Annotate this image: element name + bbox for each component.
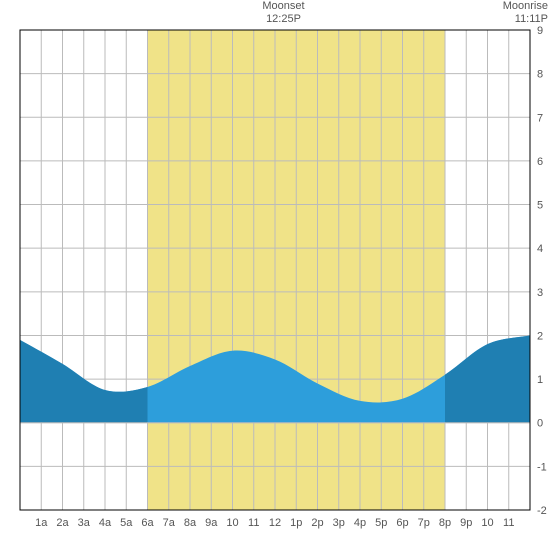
y-tick-label: 2	[537, 330, 543, 342]
moonrise-title: Moonrise	[503, 0, 548, 13]
x-tick-label: 5a	[120, 517, 133, 529]
x-tick-label: 1p	[290, 517, 302, 529]
x-tick-label: 6a	[141, 517, 154, 529]
y-tick-label: 0	[537, 418, 543, 430]
x-tick-label: 12	[269, 517, 281, 529]
y-tick-label: 3	[537, 287, 543, 299]
x-tick-label: 7p	[418, 517, 430, 529]
x-tick-label: 4p	[354, 517, 366, 529]
x-tick-label: 2p	[311, 517, 323, 529]
moonset-time: 12:25P	[254, 13, 314, 26]
moonrise-label: Moonrise 11:11P	[503, 0, 548, 26]
x-tick-label: 11	[248, 517, 259, 529]
moonrise-time: 11:11P	[503, 13, 548, 26]
y-tick-label: 4	[537, 243, 543, 255]
x-tick-label: 8p	[439, 517, 451, 529]
y-tick-label: 9	[537, 25, 543, 37]
x-tick-label: 11	[503, 517, 514, 529]
x-tick-label: 1a	[35, 517, 48, 529]
x-tick-label: 10	[226, 517, 238, 529]
x-tick-label: 4a	[99, 517, 112, 529]
x-tick-label: 9p	[460, 517, 472, 529]
y-tick-label: 7	[537, 112, 543, 124]
y-tick-label: 6	[537, 156, 543, 168]
y-tick-label: 5	[537, 200, 543, 212]
x-tick-label: 7a	[163, 517, 176, 529]
x-tick-label: 3a	[78, 517, 91, 529]
y-tick-label: -2	[537, 505, 547, 517]
y-tick-label: 8	[537, 69, 543, 81]
chart-svg: -2-101234567891a2a3a4a5a6a7a8a9a1011121p…	[0, 0, 550, 550]
x-tick-label: 3p	[333, 517, 345, 529]
x-tick-label: 8a	[184, 517, 197, 529]
moonset-title: Moonset	[254, 0, 314, 13]
x-tick-label: 10	[481, 517, 493, 529]
y-tick-label: 1	[537, 374, 543, 386]
y-tick-label: -1	[537, 461, 547, 473]
x-tick-label: 6p	[396, 517, 408, 529]
x-tick-label: 2a	[56, 517, 69, 529]
x-tick-label: 5p	[375, 517, 387, 529]
moonset-label: Moonset 12:25P	[254, 0, 314, 26]
tide-chart: Moonset 12:25P Moonrise 11:11P -2-101234…	[0, 0, 550, 550]
x-tick-label: 9a	[205, 517, 218, 529]
